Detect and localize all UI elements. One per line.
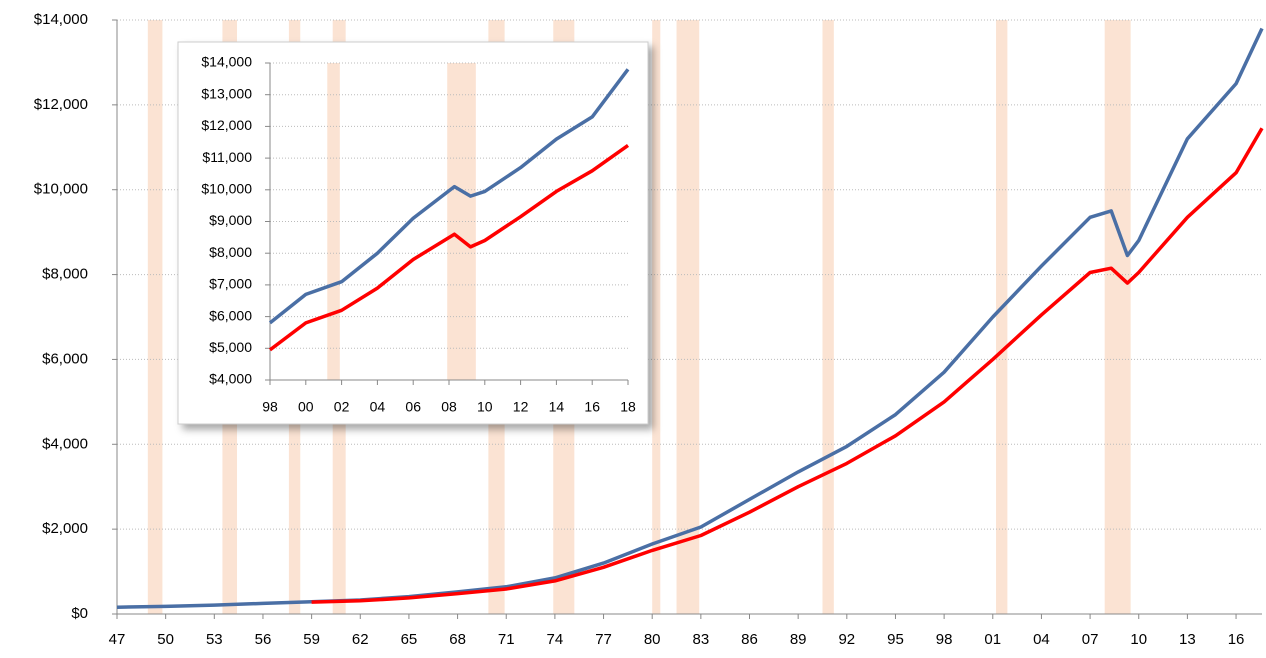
y-tick-label: $6,000 [42,350,88,367]
x-tick-label: 92 [838,631,855,648]
x-tick-label: 10 [1130,631,1147,648]
x-tick-label: 01 [984,631,1001,648]
x-tick-label: 50 [157,631,174,648]
x-tick-label: 95 [887,631,904,648]
x-tick-label: 68 [449,631,466,648]
y-tick-label: $11,000 [202,149,252,165]
x-tick-label: 18 [620,399,636,415]
y-tick-label: $14,000 [201,54,252,70]
y-tick-label: $10,000 [34,181,88,198]
x-tick-label: 13 [1179,631,1196,648]
y-tick-label: $5,000 [209,339,252,355]
y-tick-label: $12,000 [201,117,252,133]
x-tick-label: 53 [206,631,223,648]
x-tick-label: 59 [303,631,320,648]
x-tick-label: 10 [477,399,493,415]
x-tick-label: 65 [401,631,418,648]
y-tick-label: $4,000 [209,371,252,387]
recession-band [822,20,834,614]
y-tick-label: $13,000 [201,85,252,101]
x-tick-label: 02 [334,399,350,415]
y-tick-label: $14,000 [34,11,88,28]
series-line [311,127,1264,604]
x-tick-label: 07 [1082,631,1099,648]
x-tick-label: 12 [513,399,529,415]
series-line [268,68,630,325]
recession-band [1104,20,1131,614]
recession-band [652,20,661,614]
x-tick-label: 47 [109,631,126,648]
inset-chart: $4,000 $5,000 $6,000 $7,000 $8,000 $9,000 $10,… [201,54,636,415]
y-tick-label: $10,000 [201,181,252,197]
x-tick-label: 98 [936,631,953,648]
x-tick-label: 00 [298,399,314,415]
y-tick-label: $12,000 [34,96,88,113]
y-tick-label: $9,000 [209,212,252,228]
x-tick-label: 16 [584,399,600,415]
main-chart: $0 $2,000 $4,000 $6,000 $8,000 $10,000 $12,000… [34,11,1264,648]
x-tick-label: 16 [1228,631,1245,648]
x-tick-label: 62 [352,631,369,648]
x-tick-label: 80 [644,631,661,648]
x-tick-label: 71 [498,631,515,648]
x-tick-label: 98 [262,399,278,415]
recession-band [676,20,700,614]
y-tick-label: $6,000 [209,307,252,323]
inset-frame [177,41,649,425]
y-tick-label: $0 [71,605,88,622]
recession-band [996,20,1008,614]
recession-band [147,20,163,614]
x-tick-label: 83 [693,631,710,648]
x-tick-label: 56 [255,631,272,648]
x-tick-label: 06 [405,399,421,415]
y-tick-label: $7,000 [209,276,252,292]
x-tick-label: 74 [547,631,564,648]
y-tick-label: $8,000 [42,266,88,283]
series-line [268,143,630,352]
y-tick-label: $4,000 [42,435,88,452]
x-tick-label: 86 [741,631,758,648]
x-tick-label: 89 [790,631,807,648]
x-tick-label: 08 [441,399,457,415]
y-tick-label: $8,000 [209,244,252,260]
x-tick-label: 77 [595,631,612,648]
x-tick-label: 14 [549,399,565,415]
x-tick-label: 04 [1033,631,1050,648]
y-tick-label: $2,000 [42,520,88,537]
x-tick-label: 04 [370,399,386,415]
